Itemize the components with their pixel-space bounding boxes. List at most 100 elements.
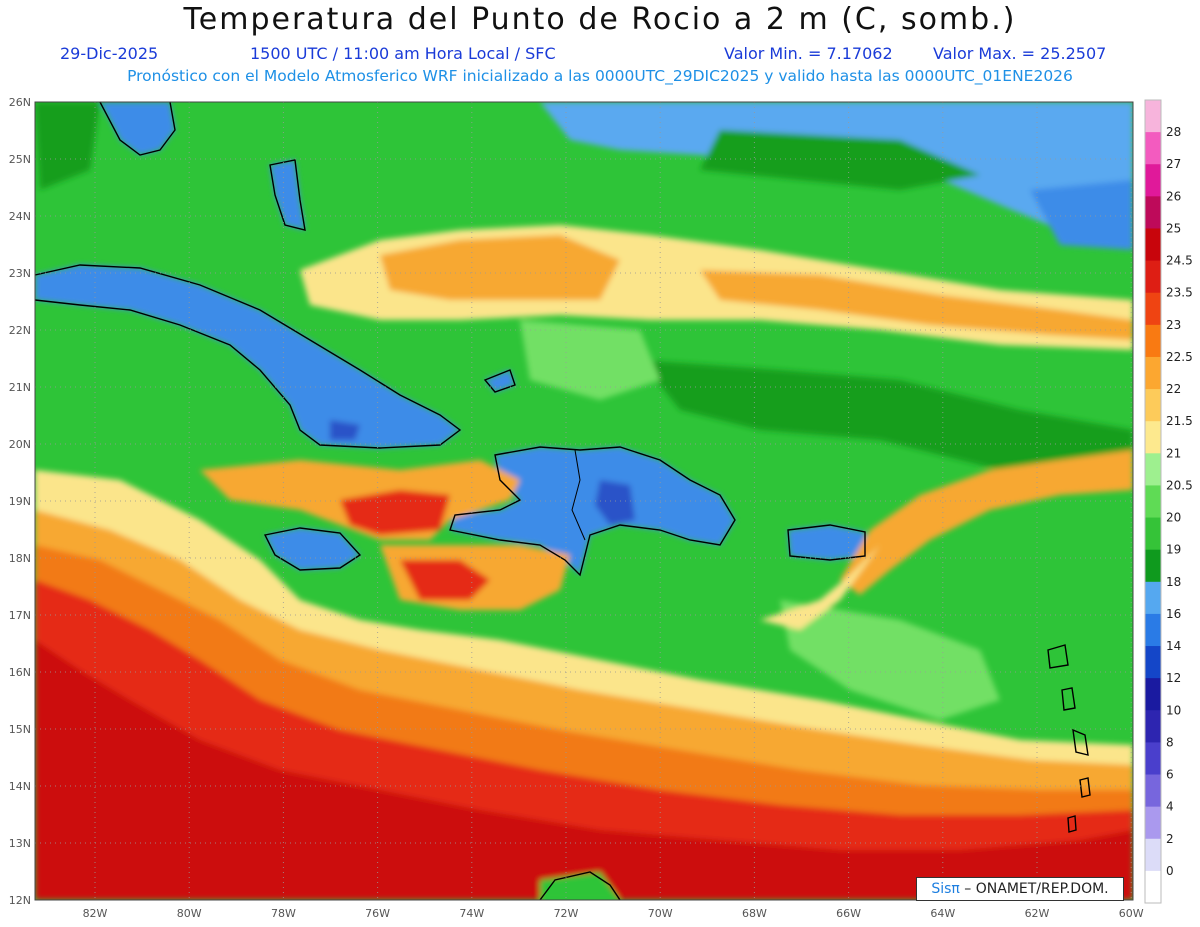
colorbar-swatch <box>1145 581 1161 615</box>
lat-label: 16N <box>9 666 31 679</box>
colorbar-swatch <box>1145 260 1161 294</box>
colorbar-swatch <box>1145 646 1161 679</box>
colorbar-swatch <box>1145 710 1161 743</box>
colorbar-level-label: 23.5 <box>1166 286 1193 300</box>
lon-label: 60W <box>1119 907 1144 920</box>
longitude-labels: 82W 80W 78W 76W 74W 72W 70W 68W 66W 64W 62W 60W <box>83 907 1144 920</box>
graticule <box>35 101 1133 901</box>
colorbar-level-label: 16 <box>1166 607 1181 621</box>
light-green-a <box>780 600 1000 720</box>
lat-label: 14N <box>9 780 31 793</box>
colorbar-swatch <box>1145 838 1161 872</box>
map-frame <box>34 101 1134 901</box>
barbados-coast <box>1079 777 1091 798</box>
max-value: Valor Max. = 25.2507 <box>933 44 1107 63</box>
dark-red-band-south <box>35 640 1133 900</box>
lat-label: 20N <box>9 438 31 451</box>
colorbar-swatch <box>1145 228 1161 262</box>
colorbar-level-label: 12 <box>1166 671 1181 685</box>
jamaica-blue <box>265 528 360 570</box>
coastlines <box>34 101 1091 901</box>
light-green-b <box>520 320 660 400</box>
cuba-dark-blue <box>330 420 360 440</box>
lon-label: 82W <box>83 907 108 920</box>
colorbar-level-label: 22 <box>1166 382 1181 396</box>
lat-label: 18N <box>9 552 31 565</box>
model-info: Pronóstico con el Modelo Atmosferico WRF… <box>127 67 1073 85</box>
colorbar-swatch <box>1145 389 1161 422</box>
red-windward <box>340 490 450 535</box>
blue-region-ne <box>1030 180 1133 250</box>
colorbar-level-label: 24.5 <box>1166 254 1193 268</box>
lon-label: 78W <box>271 907 296 920</box>
colorbar-level-label: 27 <box>1166 157 1181 171</box>
jamaica-coast <box>263 527 362 571</box>
orange-core-ne <box>700 270 1133 340</box>
hispaniola-blue <box>450 447 735 575</box>
credit-text: – ONAMET/REP.DOM. <box>959 881 1109 897</box>
colorbar-level-label: 8 <box>1166 735 1174 749</box>
colorbar-swatch <box>1145 453 1161 486</box>
colorbar-swatch <box>1145 292 1161 326</box>
orange-core-north <box>380 235 620 300</box>
hispaniola-coast <box>449 446 736 577</box>
min-value: Valor Min. = 7.17062 <box>724 44 893 63</box>
colorbar-level-label: 18 <box>1166 575 1181 589</box>
yellow-arc-east <box>760 545 880 630</box>
st-lucia-coast <box>1072 728 1089 756</box>
latitude-labels: 26N 25N 24N 23N 22N 21N 20N 19N 18N 17N 16N 15N 14N 1… <box>9 96 31 907</box>
lon-label: 66W <box>836 907 861 920</box>
colorbar-swatch <box>1145 485 1161 519</box>
florida-coast <box>99 101 176 156</box>
colorbar-level-label: 20.5 <box>1166 478 1193 492</box>
lat-label: 26N <box>9 96 31 109</box>
lat-label: 24N <box>9 210 31 223</box>
lat-label: 21N <box>9 381 31 394</box>
lon-label: 70W <box>648 907 673 920</box>
martinique-coast <box>1061 687 1076 711</box>
colorbar-swatch <box>1145 806 1161 840</box>
colorbar-level-label: 4 <box>1166 800 1174 814</box>
lon-label: 74W <box>459 907 484 920</box>
inagua-coast <box>483 369 516 393</box>
colorbar-swatch <box>1145 421 1161 454</box>
credit-box: Sisπ – ONAMET/REP.DOM. <box>916 877 1124 901</box>
colorbar-level-label: 21.5 <box>1166 414 1193 428</box>
florida-blue <box>100 102 175 155</box>
colorbar-level-label: 20 <box>1166 511 1181 525</box>
lat-label: 23N <box>9 267 31 280</box>
blue-region-north <box>540 102 1133 240</box>
colorbar-swatch <box>1145 100 1161 133</box>
lat-label: 13N <box>9 837 31 850</box>
colorbar-swatch <box>1145 517 1161 551</box>
orange-arc-east <box>840 450 1133 595</box>
colorbar-swatch <box>1145 196 1161 229</box>
colorbar-swatch <box>1145 132 1161 165</box>
andros-coast <box>269 159 306 231</box>
venezuela-coast <box>539 871 621 901</box>
colorbar-level-label: 22.5 <box>1166 350 1193 364</box>
colorbar-swatch <box>1145 774 1161 808</box>
colorbar: 0 2 4 6 8 10 12 14 16 18 19 20 20.5 21 21.5 22 22.5 23 23.… <box>1144 99 1193 904</box>
forecast-date: 29-Dic-2025 <box>60 44 159 63</box>
colorbar-level-label: 23 <box>1166 318 1181 332</box>
puerto-rico-coast <box>787 524 866 561</box>
bahamas-blue <box>270 160 305 230</box>
colorbar-swatch <box>1145 870 1161 904</box>
hispaniola-dark-blue <box>595 480 635 525</box>
lon-label: 76W <box>365 907 390 920</box>
valid-time: 1500 UTC / 11:00 am Hora Local / SFC <box>250 44 556 63</box>
colorbar-swatch <box>1145 742 1161 776</box>
cuba-coast <box>34 264 462 449</box>
guadeloupe-coast <box>1047 644 1069 669</box>
colorbar-level-label: 2 <box>1166 832 1174 846</box>
colorbar-level-label: 26 <box>1166 189 1181 203</box>
lon-label: 62W <box>1025 907 1050 920</box>
cuba-blue <box>35 265 460 448</box>
colorbar-frame <box>1144 99 1162 904</box>
lat-label: 15N <box>9 723 31 736</box>
colorbar-swatch <box>1145 613 1161 647</box>
colorbar-level-label: 25 <box>1166 221 1181 235</box>
lat-label: 22N <box>9 324 31 337</box>
